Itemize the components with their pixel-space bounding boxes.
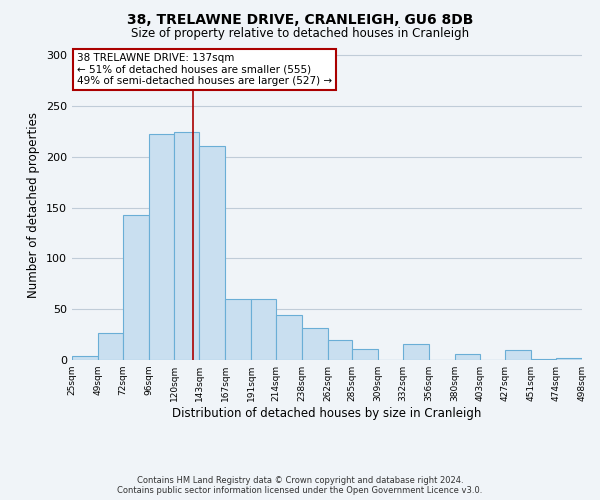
Bar [199, 146, 225, 360]
Bar [505, 350, 532, 360]
Bar [175, 132, 199, 360]
Text: Contains HM Land Registry data © Crown copyright and database right 2024.
Contai: Contains HM Land Registry data © Crown c… [118, 476, 482, 495]
Bar [122, 214, 149, 360]
Bar [98, 332, 122, 360]
Bar [276, 316, 302, 360]
Bar [403, 344, 429, 360]
Bar [328, 340, 352, 360]
Bar [556, 358, 582, 360]
Bar [251, 299, 276, 360]
Bar [225, 299, 251, 360]
X-axis label: Distribution of detached houses by size in Cranleigh: Distribution of detached houses by size … [172, 407, 482, 420]
Bar [532, 359, 556, 360]
Y-axis label: Number of detached properties: Number of detached properties [28, 112, 40, 298]
Text: 38 TRELAWNE DRIVE: 137sqm
← 51% of detached houses are smaller (555)
49% of semi: 38 TRELAWNE DRIVE: 137sqm ← 51% of detac… [77, 53, 332, 86]
Text: 38, TRELAWNE DRIVE, CRANLEIGH, GU6 8DB: 38, TRELAWNE DRIVE, CRANLEIGH, GU6 8DB [127, 12, 473, 26]
Bar [72, 356, 98, 360]
Bar [149, 134, 175, 360]
Text: Size of property relative to detached houses in Cranleigh: Size of property relative to detached ho… [131, 28, 469, 40]
Bar [352, 349, 378, 360]
Bar [302, 328, 328, 360]
Bar [455, 354, 479, 360]
